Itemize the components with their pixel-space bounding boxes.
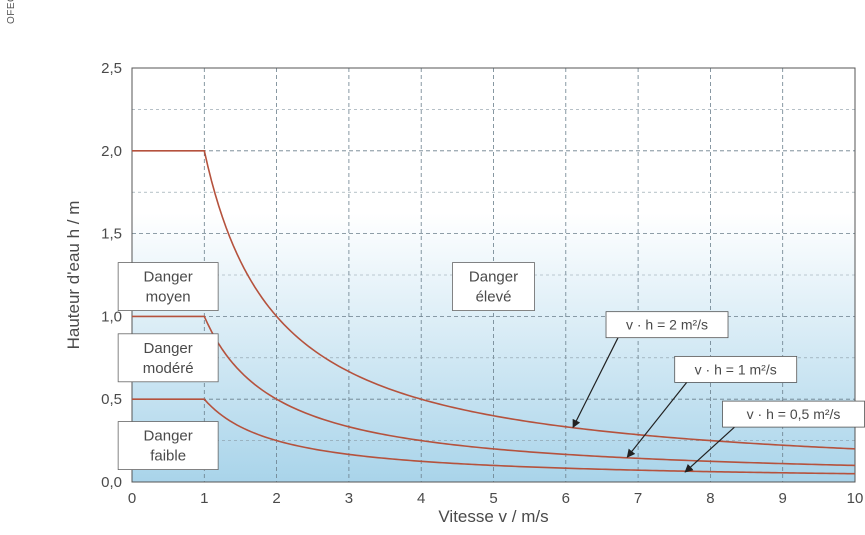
zone-label-box — [452, 262, 535, 311]
annotation-text: v · h = 1 m²/s — [695, 361, 777, 377]
y-tick-label: 0,5 — [101, 391, 122, 408]
zone-label-box — [117, 262, 219, 311]
zone-label-text: Danger — [144, 428, 193, 445]
y-tick-label: 1,5 — [101, 226, 122, 243]
y-tick-label: 2,0 — [101, 143, 122, 160]
y-tick-label: 2,5 — [101, 60, 122, 77]
annotation-text: v · h = 0,5 m²/s — [747, 406, 841, 422]
y-axis-label: Hauteur d'eau h / m — [64, 201, 83, 350]
zone-label: Danger moyen — [117, 262, 219, 311]
x-tick-label: 5 — [489, 490, 497, 507]
x-axis-label: Vitesse v / m/s — [438, 507, 548, 526]
annotations: v · h = 2 m²/s v · h = 1 m²/s v · h = 0,5 … — [572, 311, 865, 473]
x-tick-label: 6 — [562, 490, 570, 507]
x-tick-labels: 0 1 2 3 4 5 6 7 8 9 10 — [128, 490, 864, 507]
zone-label: Danger modéré — [117, 333, 219, 383]
x-tick-label: 0 — [128, 490, 136, 507]
y-tick-labels: 0,0 0,5 1,0 1,5 2,0 2,5 — [101, 60, 122, 491]
zone-label-text: élevé — [476, 289, 512, 306]
annotation-text: v · h = 2 m²/s — [626, 317, 708, 333]
zone-label-text: Danger — [144, 340, 193, 357]
zone-label: Danger faible — [117, 421, 219, 470]
annotation-box — [674, 355, 798, 383]
annotation-arrow — [572, 337, 619, 429]
y-tick-label: 0,0 — [101, 474, 122, 491]
annotation-box — [605, 311, 729, 339]
series-line-2 — [132, 315, 856, 467]
zone-label-box — [117, 421, 219, 470]
x-tick-label: 1 — [200, 490, 208, 507]
zone-label: Danger élevé — [452, 262, 535, 311]
zone-label-text: modéré — [143, 360, 194, 377]
zone-label-text: moyen — [146, 289, 191, 306]
zone-label-text: faible — [150, 448, 186, 465]
zone-label-text: Danger — [469, 269, 518, 286]
y-tick-label: 1,0 — [101, 308, 122, 325]
series-annotation: v · h = 2 m²/s — [572, 311, 729, 429]
annotation-arrow — [684, 426, 735, 473]
x-tick-label: 2 — [272, 490, 280, 507]
zone-label-box — [117, 333, 219, 383]
zone-labels: DangermoyenDangerélevéDangermodéréDanger… — [117, 262, 535, 470]
annotation-arrow — [626, 382, 688, 458]
x-tick-label: 8 — [706, 490, 714, 507]
series-layer — [132, 150, 856, 475]
series-line-1 — [132, 150, 856, 450]
x-tick-label: 10 — [847, 490, 864, 507]
series-annotation: v · h = 1 m²/s — [626, 355, 798, 458]
series-line-3 — [132, 398, 856, 475]
x-tick-label: 7 — [634, 490, 642, 507]
x-tick-label: 9 — [779, 490, 787, 507]
zone-label-text: Danger — [144, 269, 193, 286]
x-tick-label: 3 — [345, 490, 353, 507]
x-tick-label: 4 — [417, 490, 425, 507]
